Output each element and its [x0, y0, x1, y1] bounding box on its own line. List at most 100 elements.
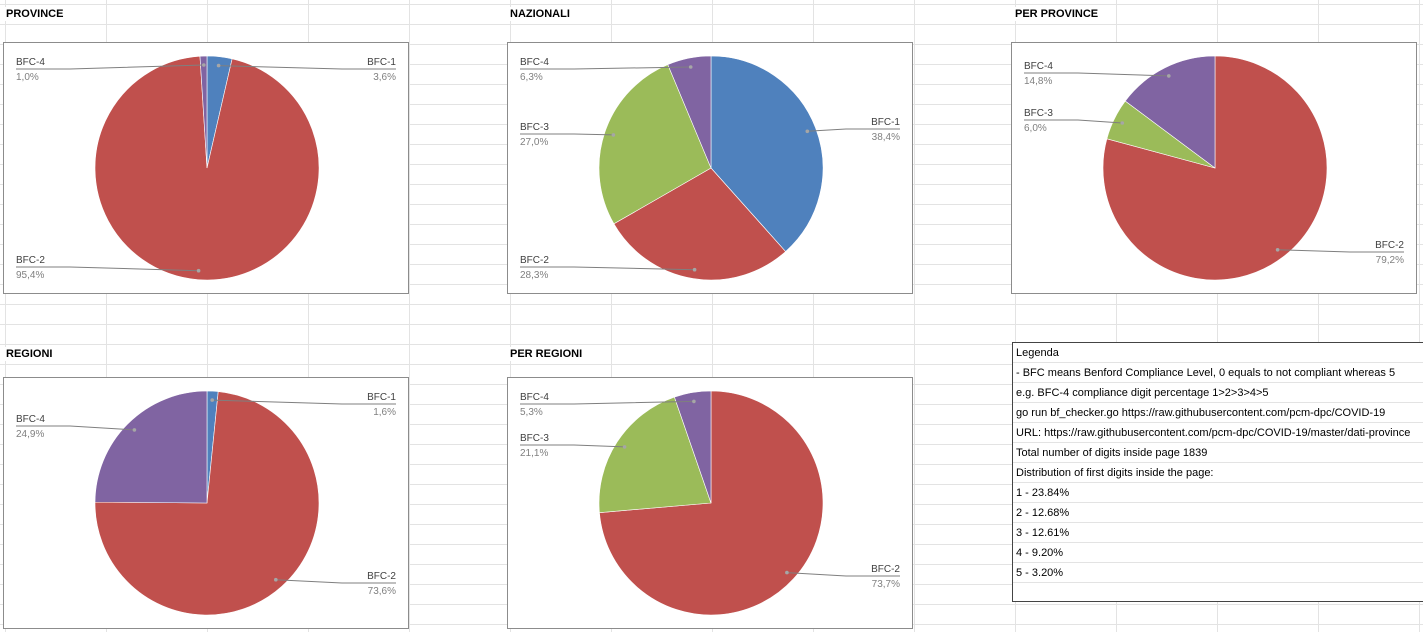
- slice-label-value: 95,4%: [16, 270, 44, 281]
- slice-label-value: 6,0%: [1024, 123, 1047, 134]
- leader-line: [1024, 72, 1169, 77]
- slice-label-value: 73,6%: [368, 586, 396, 597]
- leader-line: [786, 572, 900, 577]
- leader-line: [520, 266, 695, 271]
- slice-label-name: BFC-2: [871, 564, 900, 575]
- slice-label-name: BFC-1: [367, 57, 396, 68]
- leader-dot: [692, 267, 697, 272]
- pie-slice-bfc-4[interactable]: [667, 55, 712, 169]
- leader-dot: [1120, 121, 1125, 125]
- leader-line: [807, 128, 900, 132]
- pie-chart-per-province[interactable]: BFC-2 79,2% BFC-3 6,0% BFC-4 14,8%: [1011, 42, 1417, 294]
- leader-line: [520, 66, 691, 70]
- legend-line: Total number of digits inside page 1839: [1013, 443, 1423, 463]
- slice-label-value: 24,9%: [16, 429, 44, 440]
- slice-label-value: 1,0%: [16, 72, 39, 83]
- legend-line: 3 - 12.61%: [1013, 523, 1423, 543]
- pie-chart-nazionali[interactable]: BFC-1 38,4% BFC-2 28,3% BFC-3 27,0% BFC-4 6,3%: [507, 42, 913, 294]
- slice-label-value: 14,8%: [1024, 76, 1052, 87]
- pie-slice-bfc-4[interactable]: [674, 390, 712, 504]
- chart-title-nazionali: NAZIONALI: [508, 7, 572, 21]
- pie-slice-bfc-4[interactable]: [94, 390, 208, 504]
- leader-dot: [196, 268, 201, 273]
- slice-label-name: BFC-3: [1024, 108, 1053, 119]
- slice-label-name: BFC-1: [367, 392, 396, 403]
- slice-label-value: 79,2%: [1376, 255, 1404, 266]
- slice-label-value: 73,7%: [872, 579, 900, 590]
- leader-dot: [688, 65, 693, 69]
- slice-label-name: BFC-4: [1024, 61, 1053, 72]
- slice-label-name: BFC-4: [16, 57, 45, 68]
- leader-dot: [210, 398, 214, 402]
- pie-svg-per-regioni: BFC-2 73,7% BFC-3 21,1% BFC-4 5,3%: [520, 390, 900, 616]
- legend-title: Legenda: [1013, 343, 1423, 363]
- leader-line: [218, 65, 396, 70]
- leader-line: [520, 400, 694, 405]
- pie-svg-regioni: BFC-1 1,6% BFC-2 73,6% BFC-4 24,9%: [16, 390, 396, 616]
- leader-line: [520, 133, 614, 136]
- slice-label-name: BFC-2: [1375, 240, 1404, 251]
- pie-slice-bfc-3[interactable]: [598, 64, 712, 225]
- leader-dot: [1167, 74, 1171, 78]
- slice-label-value: 6,3%: [520, 72, 543, 83]
- slice-label-name: BFC-2: [367, 571, 396, 582]
- leader-dot: [202, 63, 206, 67]
- leader-dot: [622, 445, 627, 449]
- chart-title-regioni: REGIONI: [4, 347, 55, 361]
- slice-label-name: BFC-3: [520, 433, 549, 444]
- leader-dot: [132, 428, 137, 432]
- legend-line: 2 - 12.68%: [1013, 503, 1423, 523]
- slice-label-name: BFC-2: [520, 255, 549, 266]
- pie-chart-province[interactable]: BFC-1 3,6% BFC-2 95,4% BFC-4 1,0%: [3, 42, 409, 294]
- leader-line: [16, 266, 199, 272]
- legend-line: 4 - 9.20%: [1013, 543, 1423, 563]
- leader-dot: [692, 399, 696, 404]
- legend-line: e.g. BFC-4 compliance digit percentage 1…: [1013, 383, 1423, 403]
- leader-line: [1277, 249, 1404, 253]
- slice-label-name: BFC-4: [16, 414, 45, 425]
- leader-line: [212, 399, 396, 405]
- pie-slice-bfc-4[interactable]: [1124, 55, 1216, 169]
- pie-slice-bfc-2[interactable]: [94, 55, 320, 281]
- legend-line: 1 - 23.84%: [1013, 483, 1423, 503]
- legend-line: 5 - 3.20%: [1013, 563, 1423, 583]
- pie-chart-regioni[interactable]: BFC-1 1,6% BFC-2 73,6% BFC-4 24,9%: [3, 377, 409, 629]
- slice-label-name: BFC-4: [520, 57, 549, 68]
- slice-label-name: BFC-1: [871, 117, 900, 128]
- slice-label-value: 21,1%: [520, 448, 548, 459]
- pie-slice-bfc-2[interactable]: [613, 167, 787, 281]
- slice-label-value: 3,6%: [373, 72, 396, 83]
- leader-line: [16, 64, 204, 70]
- legend-line: - BFC means Benford Compliance Level, 0 …: [1013, 363, 1423, 383]
- legend-box[interactable]: Legenda - BFC means Benford Compliance L…: [1012, 342, 1423, 602]
- pie-svg-nazionali: BFC-1 38,4% BFC-2 28,3% BFC-3 27,0% BFC-4 6,3%: [520, 55, 900, 281]
- leader-line: [275, 579, 396, 584]
- leader-dot: [216, 63, 221, 68]
- leader-dot: [785, 570, 789, 575]
- slice-label-name: BFC-3: [520, 122, 549, 133]
- pie-svg-province: BFC-1 3,6% BFC-2 95,4% BFC-4 1,0%: [16, 55, 396, 281]
- legend-line: URL: https://raw.githubusercontent.com/p…: [1013, 423, 1423, 443]
- pie-slice-bfc-4[interactable]: [199, 55, 208, 169]
- pie-svg-per-province: BFC-2 79,2% BFC-3 6,0% BFC-4 14,8%: [1024, 55, 1404, 281]
- pie-chart-per-regioni[interactable]: BFC-2 73,7% BFC-3 21,1% BFC-4 5,3%: [507, 377, 913, 629]
- chart-title-province: PROVINCE: [4, 7, 66, 21]
- legend-line: go run bf_checker.go https://raw.githubu…: [1013, 403, 1423, 423]
- slice-label-value: 27,0%: [520, 137, 548, 148]
- slice-label-value: 5,3%: [520, 407, 543, 418]
- slice-label-value: 1,6%: [373, 407, 396, 418]
- leader-line: [520, 444, 625, 448]
- leader-dot: [805, 129, 810, 134]
- leader-dot: [611, 133, 616, 137]
- leader-dot: [1275, 248, 1280, 252]
- chart-title-per-province: PER PROVINCE: [1013, 7, 1101, 21]
- pie-slice-bfc-1[interactable]: [710, 55, 824, 252]
- leader-dot: [274, 577, 278, 582]
- leader-line: [16, 425, 135, 431]
- legend-line: Distribution of first digits inside the …: [1013, 463, 1423, 483]
- chart-title-per-regioni: PER REGIONI: [508, 347, 585, 361]
- slice-label-value: 38,4%: [872, 132, 900, 143]
- slice-label-name: BFC-2: [16, 255, 45, 266]
- leader-line: [1024, 119, 1123, 124]
- slice-label-name: BFC-4: [520, 392, 549, 403]
